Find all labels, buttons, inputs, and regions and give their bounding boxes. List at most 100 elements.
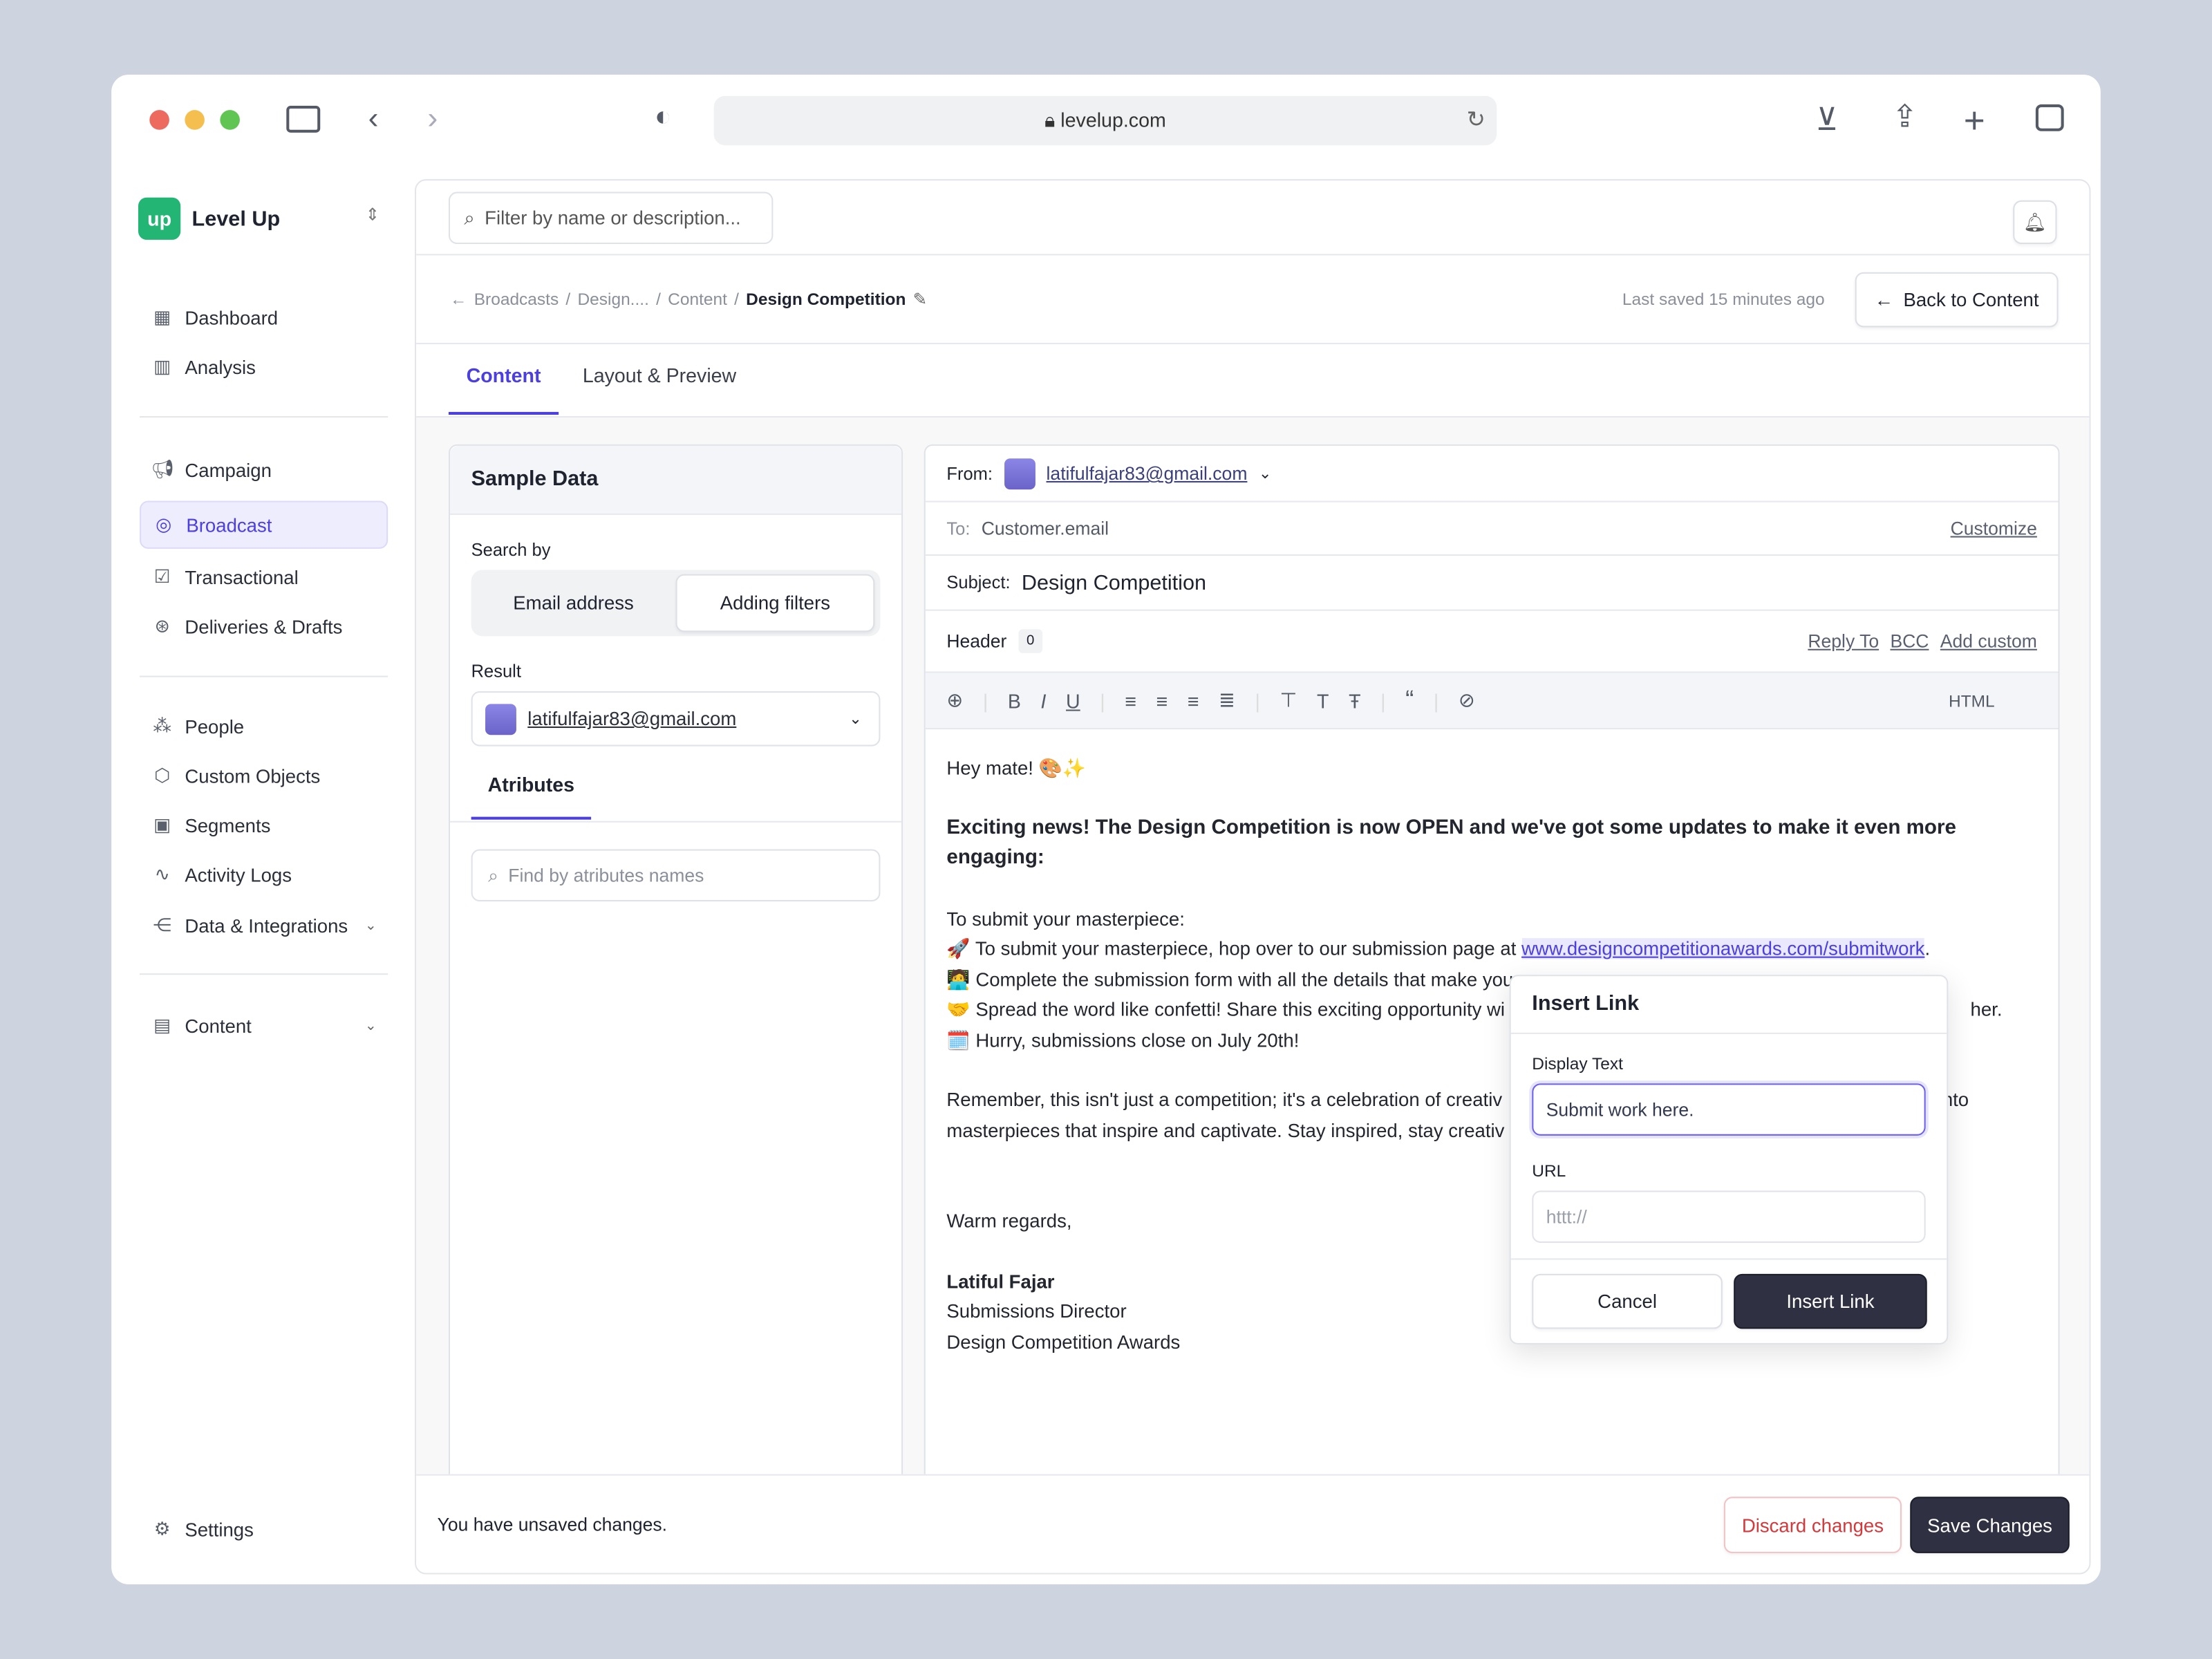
close-window-button[interactable]	[149, 110, 169, 130]
tab-layout-preview[interactable]: Layout & Preview	[582, 364, 737, 387]
sidebar-item-dashboard[interactable]: ▦ Dashboard	[140, 293, 388, 341]
align-right-icon[interactable]: ≡	[1187, 688, 1199, 712]
tabs-overview-icon[interactable]	[2035, 104, 2064, 131]
link-icon[interactable]: ⊘	[1458, 688, 1475, 711]
share-icon[interactable]: ⇪	[1891, 98, 1918, 134]
from-label: From:	[946, 463, 993, 483]
cancel-button[interactable]: Cancel	[1532, 1273, 1723, 1329]
logo: up	[138, 197, 181, 240]
cube-icon: ⬡	[154, 765, 171, 786]
result-select[interactable]: latifulfajar83@gmail.com ⌄	[471, 691, 881, 747]
sidebar-item-label: Transactional	[185, 566, 299, 588]
arrow-left-icon: ←	[1874, 289, 1894, 310]
sidebar-item-content[interactable]: ▤ Content ⌄	[140, 1002, 388, 1049]
search-by-toggle: Email address Adding filters	[471, 570, 881, 637]
workspace-switcher[interactable]: up Level Up	[138, 197, 280, 240]
display-text-input[interactable]: Submit work here.	[1532, 1083, 1926, 1136]
text-icon[interactable]: T	[1317, 688, 1329, 712]
subject-input[interactable]: Design Competition	[1021, 570, 1207, 595]
customize-link[interactable]: Customize	[1950, 517, 2037, 539]
text-box-icon[interactable]: ⊤	[1280, 688, 1297, 711]
sidebar-item-label: Dashboard	[185, 306, 279, 328]
reload-icon[interactable]: ↻	[1466, 109, 1485, 133]
italic-icon[interactable]: I	[1040, 688, 1047, 712]
sidebar-item-activity-logs[interactable]: ∿ Activity Logs	[140, 851, 388, 899]
bar-chart-icon: ▥	[153, 355, 171, 377]
back-to-content-label: Back to Content	[1903, 289, 2039, 310]
edit-icon[interactable]: ✎	[912, 289, 928, 309]
new-tab-icon[interactable]: +	[1963, 98, 1985, 142]
breadcrumb-item[interactable]: Design....	[577, 289, 649, 309]
sidebar-toggle-icon[interactable]	[286, 106, 321, 133]
sidebar-item-analysis[interactable]: ▥ Analysis	[140, 343, 388, 391]
back-icon[interactable]: ‹	[368, 100, 379, 135]
unsaved-changes-bar: You have unsaved changes. Discard change…	[416, 1474, 2090, 1573]
segments-icon: ▣	[153, 814, 171, 836]
sidebar-item-settings[interactable]: ⚙ Settings	[140, 1506, 388, 1553]
result-value: latifulfajar83@gmail.com	[527, 708, 737, 730]
sidebar-item-deliveries[interactable]: ⊛ Deliveries & Drafts	[140, 602, 388, 650]
download-icon[interactable]: ⊻	[1815, 101, 1839, 137]
unsaved-status: You have unsaved changes.	[437, 1513, 668, 1535]
reply-to-link[interactable]: Reply To	[1808, 630, 1880, 652]
search-icon: ⌕	[488, 863, 498, 885]
shield-icon[interactable]: ◐	[654, 101, 672, 133]
bold-icon[interactable]: B	[1007, 688, 1021, 712]
bell-icon: 🔔︎	[2023, 211, 2047, 232]
back-arrow-icon[interactable]: ←	[450, 289, 467, 309]
add-icon[interactable]: ⊕	[946, 688, 964, 711]
signature-name: Latiful Fajar	[946, 1270, 1055, 1292]
bcc-link[interactable]: BCC	[1890, 630, 1929, 652]
sidebar-item-transactional[interactable]: ☑ Transactional	[140, 553, 388, 601]
to-value[interactable]: Customer.email	[981, 517, 1109, 539]
sidebar-item-broadcast[interactable]: ◎ Broadcast	[140, 500, 388, 549]
sidebar-item-label: Analysis	[185, 356, 256, 377]
tab-content[interactable]: Content	[448, 364, 559, 415]
sidebar-item-campaign[interactable]: 📢︎ Campaign	[140, 446, 388, 494]
option-email-address[interactable]: Email address	[513, 592, 634, 614]
url-input[interactable]: httt://	[1532, 1190, 1926, 1243]
minimize-window-button[interactable]	[185, 110, 205, 130]
body-text: her.	[1970, 998, 2003, 1020]
search-by-label: Search by	[471, 540, 551, 561]
add-custom-link[interactable]: Add custom	[1940, 630, 2037, 652]
sidebar-item-segments[interactable]: ▣ Segments	[140, 801, 388, 849]
breadcrumb-item[interactable]: Content	[668, 289, 727, 309]
insert-link-button[interactable]: Insert Link	[1734, 1273, 1927, 1329]
email-body[interactable]: Hey mate! 🎨✨ Exciting news! The Design C…	[946, 753, 2047, 1357]
body-headline: Exciting news! The Design Competition is…	[946, 816, 1956, 870]
tab-atributes[interactable]: Atributes	[471, 773, 592, 820]
save-changes-button[interactable]: Save Changes	[1910, 1497, 2070, 1553]
maximize-window-button[interactable]	[220, 110, 240, 130]
search-input[interactable]: ⌕ Filter by name or description...	[448, 191, 774, 245]
sidebar: up Level Up ⇕ ▦ Dashboard ▥ Analysis 📢︎ Cam…	[111, 167, 413, 1584]
submission-link[interactable]: www.designcompetitionawards.com/submitwo…	[1521, 938, 1925, 959]
text-size-icon[interactable]: Ŧ	[1349, 688, 1361, 712]
address-bar[interactable]: 🔒︎ levelup.com ↻	[713, 95, 1497, 146]
option-adding-filters[interactable]: Adding filters	[675, 574, 875, 632]
align-left-icon[interactable]: ≡	[1125, 688, 1136, 712]
browser-toolbar: ‹ › ◐ 🔒︎ levelup.com ↻ ⊻ ⇪ +	[111, 75, 2101, 168]
divider	[416, 416, 2090, 418]
html-toggle[interactable]: HTML	[1949, 690, 1995, 711]
forward-icon[interactable]: ›	[427, 100, 438, 135]
chevron-down-icon[interactable]: ⌄	[1258, 465, 1272, 482]
back-to-content-button[interactable]: ← Back to Content	[1855, 272, 2059, 328]
chevron-updown-icon[interactable]: ⇕	[365, 204, 380, 225]
sidebar-item-label: Content	[185, 1015, 252, 1036]
sidebar-item-custom-objects[interactable]: ⬡ Custom Objects	[140, 752, 388, 800]
body-text: 🤝 Spread the word like confetti! Share t…	[946, 998, 1506, 1020]
sidebar-item-data-integrations[interactable]: ⋲ Data & Integrations ⌄	[140, 901, 388, 949]
attributes-search-input[interactable]: ⌕ Find by atributes names	[471, 849, 881, 902]
notifications-button[interactable]: 🔔︎	[2013, 200, 2057, 245]
align-justify-icon[interactable]: ≣	[1219, 688, 1235, 711]
from-select[interactable]: latifulfajar83@gmail.com	[1046, 462, 1248, 484]
underline-icon[interactable]: U	[1066, 688, 1080, 712]
discard-changes-button[interactable]: Discard changes	[1723, 1497, 1902, 1553]
breadcrumb-item[interactable]: Broadcasts	[474, 289, 559, 309]
quote-icon[interactable]: “	[1405, 685, 1414, 714]
sidebar-item-people[interactable]: ⁂ People	[140, 702, 388, 750]
subject-row: Subject: Design Competition	[925, 556, 2059, 611]
to-row: To: Customer.email Customize	[925, 503, 2059, 556]
align-center-icon[interactable]: ≡	[1156, 688, 1168, 712]
